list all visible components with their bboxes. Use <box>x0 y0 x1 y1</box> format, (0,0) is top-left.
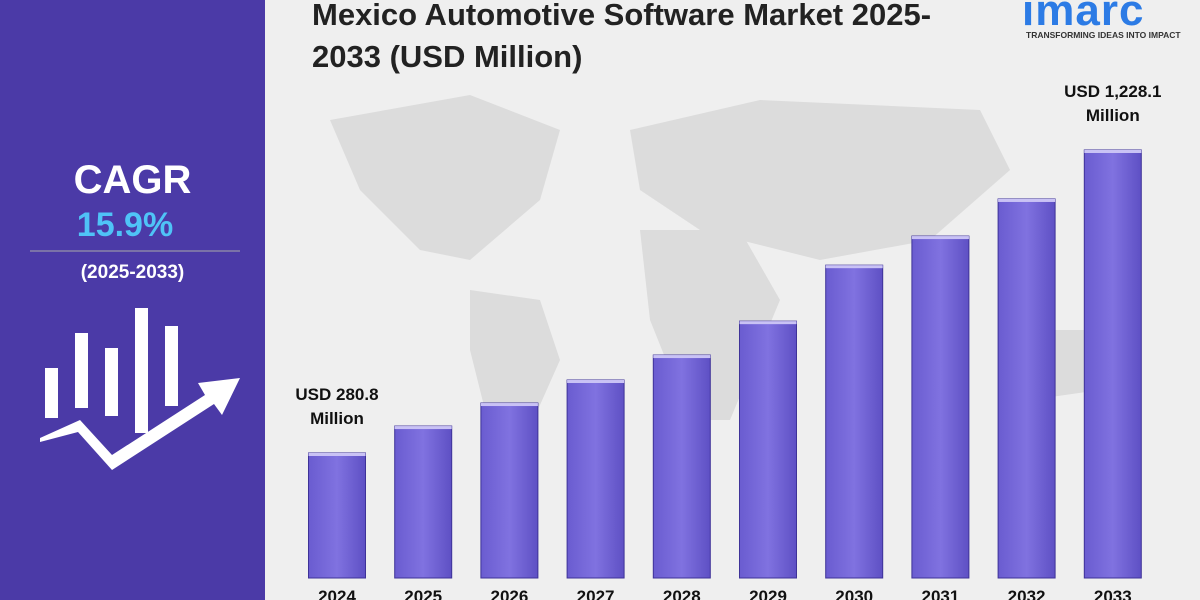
x-tick-label: 2025 <box>404 587 442 600</box>
logo: imarc <box>1022 0 1145 35</box>
bar-highlight <box>739 321 797 325</box>
bar-highlight <box>394 426 452 430</box>
x-tick-label: 2033 <box>1094 587 1132 600</box>
side-panel <box>0 0 265 600</box>
bar <box>997 198 1056 579</box>
chart-title: Mexico Automotive Software Market 2025-2… <box>312 0 932 74</box>
value-label: USD 280.8 Million <box>295 385 379 428</box>
bar-highlight <box>653 355 711 359</box>
world-map <box>330 95 1100 450</box>
cagr-value: 15.9% <box>76 206 174 244</box>
value-label: USD 1,228.1 Million <box>1064 82 1162 125</box>
bar <box>652 354 711 579</box>
bar-highlight <box>998 198 1056 202</box>
logo-tagline: TRANSFORMING IDEAS INTO IMPACT <box>1026 30 1181 40</box>
x-tick-label: 2032 <box>1008 587 1046 600</box>
bar-highlight <box>1084 150 1142 153</box>
x-tick-label: 2028 <box>663 587 701 600</box>
bar-highlight <box>567 380 625 384</box>
x-tick-label: 2030 <box>835 587 873 600</box>
bar-highlight <box>825 265 883 269</box>
bar-highlight <box>480 403 538 407</box>
cagr-period: (2025-2033) <box>80 262 185 283</box>
cagr-label: CAGR <box>73 158 192 202</box>
bar-highlight <box>308 453 366 457</box>
bar <box>480 402 539 579</box>
bar <box>394 425 453 579</box>
bar <box>825 264 884 579</box>
x-tick-label: 2027 <box>577 587 615 600</box>
bar-highlight <box>911 236 969 240</box>
bar <box>566 379 625 579</box>
bar <box>308 452 366 579</box>
x-tick-label: 2029 <box>749 587 787 600</box>
x-tick-label: 2024 <box>318 587 356 600</box>
growth-icon <box>40 308 240 470</box>
bar <box>1083 149 1142 579</box>
x-tick-label: 2026 <box>490 587 528 600</box>
bar <box>911 235 970 579</box>
bar <box>739 320 797 579</box>
x-tick-label: 2031 <box>921 587 959 600</box>
